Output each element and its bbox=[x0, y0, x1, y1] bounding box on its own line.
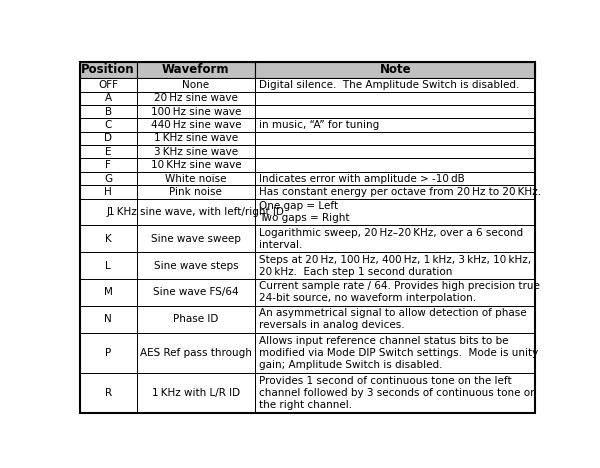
Bar bbox=[255, 78, 535, 92]
Text: OFF: OFF bbox=[98, 80, 118, 90]
Text: Steps at 20 Hz, 100 Hz, 400 Hz, 1 kHz, 3 kHz, 10 kHz,
20 kHz.  Each step 1 secon: Steps at 20 Hz, 100 Hz, 400 Hz, 1 kHz, 3… bbox=[259, 255, 531, 277]
Bar bbox=[137, 132, 255, 145]
Bar bbox=[137, 279, 255, 306]
Bar bbox=[80, 118, 137, 132]
Bar bbox=[80, 62, 137, 78]
Text: An asymmetrical signal to allow detection of phase
reversals in analog devices.: An asymmetrical signal to allow detectio… bbox=[259, 308, 526, 330]
Bar bbox=[80, 92, 137, 105]
Bar bbox=[80, 185, 137, 198]
Text: Digital silence.  The Amplitude Switch is disabled.: Digital silence. The Amplitude Switch is… bbox=[259, 80, 519, 90]
Text: E: E bbox=[105, 147, 112, 157]
Text: Current sample rate / 64. Provides high precision true
24-bit source, no wavefor: Current sample rate / 64. Provides high … bbox=[259, 281, 539, 303]
Bar bbox=[255, 62, 535, 78]
Text: 440 Hz sine wave: 440 Hz sine wave bbox=[151, 120, 241, 130]
Bar bbox=[255, 198, 535, 226]
Text: H: H bbox=[104, 187, 112, 197]
Text: White noise: White noise bbox=[165, 174, 227, 183]
Text: R: R bbox=[104, 388, 112, 398]
Bar bbox=[255, 185, 535, 198]
Text: L: L bbox=[105, 261, 111, 271]
Bar bbox=[255, 92, 535, 105]
Text: 1 KHz with L/R ID: 1 KHz with L/R ID bbox=[152, 388, 240, 398]
Bar bbox=[80, 198, 137, 226]
Text: 1 KHz sine wave, with left/right ID: 1 KHz sine wave, with left/right ID bbox=[108, 207, 284, 217]
Text: G: G bbox=[104, 174, 112, 183]
Bar bbox=[137, 62, 255, 78]
Text: Provides 1 second of continuous tone on the left
channel followed by 3 seconds o: Provides 1 second of continuous tone on … bbox=[259, 376, 536, 410]
Bar bbox=[80, 279, 137, 306]
Bar bbox=[137, 226, 255, 252]
Text: C: C bbox=[104, 120, 112, 130]
Text: B: B bbox=[104, 107, 112, 117]
Text: 1 KHz sine wave: 1 KHz sine wave bbox=[154, 133, 238, 143]
Text: D: D bbox=[104, 133, 112, 143]
Bar bbox=[137, 198, 255, 226]
Bar bbox=[255, 306, 535, 333]
Bar bbox=[255, 172, 535, 185]
Bar bbox=[255, 333, 535, 373]
Bar bbox=[80, 105, 137, 118]
Bar bbox=[137, 145, 255, 159]
Bar bbox=[137, 92, 255, 105]
Text: F: F bbox=[105, 160, 111, 170]
Bar bbox=[80, 306, 137, 333]
Bar bbox=[137, 172, 255, 185]
Bar bbox=[255, 145, 535, 159]
Text: 100 Hz sine wave: 100 Hz sine wave bbox=[151, 107, 241, 117]
Text: Pink noise: Pink noise bbox=[169, 187, 222, 197]
Text: Indicates error with amplitude > -10 dB: Indicates error with amplitude > -10 dB bbox=[259, 174, 464, 183]
Text: Position: Position bbox=[82, 63, 135, 76]
Bar bbox=[137, 185, 255, 198]
Bar bbox=[80, 145, 137, 159]
Bar bbox=[80, 78, 137, 92]
Bar bbox=[137, 333, 255, 373]
Text: A: A bbox=[104, 93, 112, 103]
Text: Sine wave FS/64: Sine wave FS/64 bbox=[153, 287, 239, 297]
Bar bbox=[255, 373, 535, 413]
Bar bbox=[255, 226, 535, 252]
Text: Logarithmic sweep, 20 Hz–20 KHz, over a 6 second
interval.: Logarithmic sweep, 20 Hz–20 KHz, over a … bbox=[259, 228, 523, 250]
Text: P: P bbox=[105, 348, 111, 358]
Bar bbox=[137, 118, 255, 132]
Text: One gap = Left
Two gaps = Right: One gap = Left Two gaps = Right bbox=[259, 201, 349, 223]
Text: Note: Note bbox=[379, 63, 411, 76]
Text: 20 Hz sine wave: 20 Hz sine wave bbox=[154, 93, 238, 103]
Bar bbox=[255, 118, 535, 132]
Bar bbox=[137, 306, 255, 333]
Text: 3 KHz sine wave: 3 KHz sine wave bbox=[154, 147, 238, 157]
Bar bbox=[255, 105, 535, 118]
Text: in music, “A” for tuning: in music, “A” for tuning bbox=[259, 120, 379, 130]
Bar bbox=[80, 333, 137, 373]
Bar bbox=[80, 172, 137, 185]
Text: None: None bbox=[182, 80, 209, 90]
Text: Waveform: Waveform bbox=[162, 63, 230, 76]
Text: J: J bbox=[107, 207, 110, 217]
Text: 10 KHz sine wave: 10 KHz sine wave bbox=[151, 160, 241, 170]
Text: Sine wave steps: Sine wave steps bbox=[154, 261, 238, 271]
Text: Sine wave sweep: Sine wave sweep bbox=[151, 234, 241, 244]
Bar bbox=[255, 279, 535, 306]
Text: K: K bbox=[105, 234, 112, 244]
Text: Allows input reference channel status bits to be
modified via Mode DIP Switch se: Allows input reference channel status bi… bbox=[259, 336, 538, 370]
Bar bbox=[137, 78, 255, 92]
Bar bbox=[255, 132, 535, 145]
Bar bbox=[255, 159, 535, 172]
Bar bbox=[137, 159, 255, 172]
Bar bbox=[137, 252, 255, 279]
Bar bbox=[80, 132, 137, 145]
Bar bbox=[255, 252, 535, 279]
Text: AES Ref pass through: AES Ref pass through bbox=[140, 348, 252, 358]
Bar bbox=[80, 159, 137, 172]
Bar bbox=[80, 252, 137, 279]
Bar bbox=[80, 226, 137, 252]
Text: Phase ID: Phase ID bbox=[173, 314, 218, 324]
Bar bbox=[137, 373, 255, 413]
Bar bbox=[137, 105, 255, 118]
Text: M: M bbox=[104, 287, 113, 297]
Text: N: N bbox=[104, 314, 112, 324]
Bar bbox=[80, 373, 137, 413]
Text: Has constant energy per octave from 20 Hz to 20 KHz.: Has constant energy per octave from 20 H… bbox=[259, 187, 541, 197]
